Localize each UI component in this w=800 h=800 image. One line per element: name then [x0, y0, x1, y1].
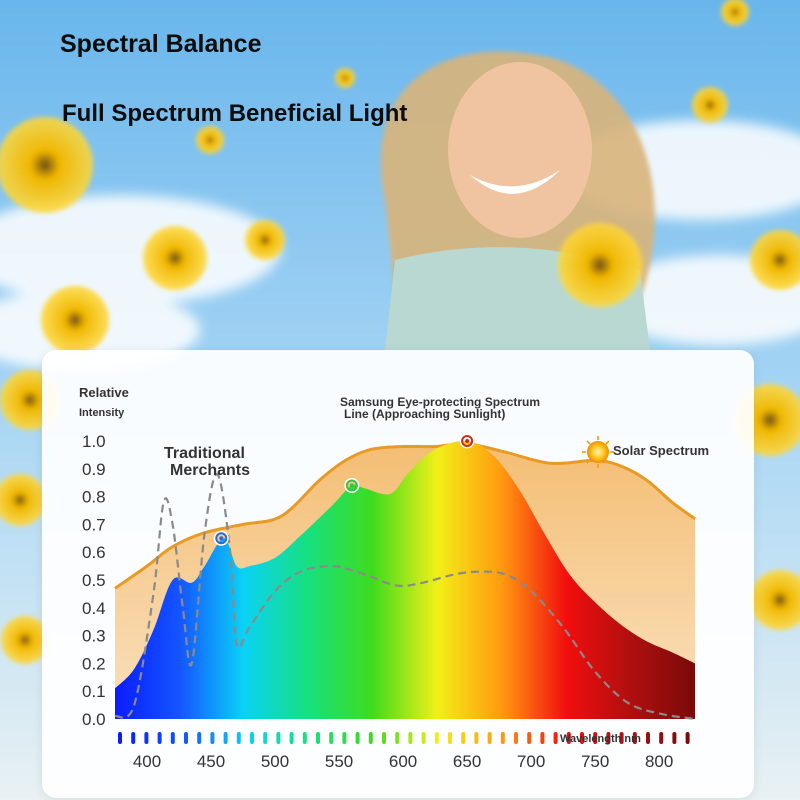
- x-tick-label: 450: [197, 752, 225, 771]
- wavelength-dot: [276, 732, 281, 744]
- y-tick-label: 1.0: [82, 432, 106, 451]
- wavelength-dot: [685, 732, 690, 744]
- x-tick-label: 700: [517, 752, 545, 771]
- peak-marker: [213, 530, 229, 546]
- wavelength-dot: [210, 732, 215, 744]
- y-axis-label-line1: Relative: [79, 385, 129, 400]
- wavelength-dot: [118, 732, 122, 744]
- y-tick-label: 0.3: [82, 627, 106, 646]
- x-tick-label: 500: [261, 752, 289, 771]
- peak-marker: [459, 433, 475, 449]
- wavelength-dot: [659, 732, 664, 744]
- wavelength-dot: [434, 732, 439, 744]
- samsung-annotation-line1: Samsung Eye-protecting Spectrum: [340, 395, 540, 409]
- x-tick-label: 400: [133, 752, 161, 771]
- wavelength-dot: [421, 732, 426, 744]
- wavelength-color-dots: [118, 732, 690, 744]
- wavelength-dot: [250, 732, 254, 744]
- traditional-annotation-line2: Merchants: [170, 462, 250, 479]
- x-tick-label: 550: [325, 752, 353, 771]
- y-axis-label: Relative Intensity: [79, 385, 129, 419]
- wavelength-dot: [646, 732, 650, 744]
- wavelength-dot: [527, 732, 532, 744]
- wavelength-dot: [263, 732, 268, 744]
- wavelength-dot: [329, 732, 334, 744]
- wavelength-dot: [461, 732, 466, 744]
- y-tick-label: 0.6: [82, 543, 106, 562]
- x-tick-label: 750: [581, 752, 609, 771]
- y-tick-label: 0.5: [82, 571, 106, 590]
- page-title: Spectral Balance: [60, 30, 262, 58]
- samsung-spectrum-area: [115, 440, 695, 719]
- wavelength-dot: [131, 732, 136, 744]
- page-subtitle: Full Spectrum Beneficial Light: [62, 100, 408, 127]
- wavelength-dot: [157, 732, 162, 744]
- y-tick-label: 0.0: [82, 710, 106, 729]
- wavelength-dot: [632, 732, 637, 744]
- wavelength-dot: [302, 732, 307, 744]
- traditional-annotation-line1: Traditional: [164, 445, 245, 462]
- wavelength-dot: [144, 732, 149, 744]
- x-tick-label: 600: [389, 752, 417, 771]
- wavelength-dot: [448, 732, 452, 744]
- wavelength-dot: [487, 732, 492, 744]
- wavelength-dot: [184, 732, 188, 744]
- wavelength-dot: [500, 732, 505, 744]
- wavelength-dot: [382, 732, 386, 744]
- x-axis-ticks: 400 450 500 550 600 650 700 750 800: [133, 752, 674, 771]
- wavelength-dot: [170, 732, 175, 744]
- wavelength-dot: [553, 732, 558, 744]
- wavelength-dot: [368, 732, 373, 744]
- wavelength-dot: [289, 732, 294, 744]
- traditional-merchants-line: [114, 473, 696, 721]
- wavelength-dot: [540, 732, 545, 744]
- x-tick-label: 800: [645, 752, 673, 771]
- sun-icon: [582, 436, 614, 468]
- y-tick-label: 0.8: [82, 488, 106, 507]
- y-tick-label: 0.7: [82, 515, 106, 534]
- wavelength-dot: [197, 732, 202, 744]
- wavelength-dot: [593, 732, 598, 744]
- y-axis-ticks: 0.0 0.1 0.2 0.3 0.4 0.5 0.6 0.7 0.8 0.9 1.0: [82, 432, 106, 729]
- wavelength-dot: [316, 732, 320, 744]
- wavelength-dot: [514, 732, 518, 744]
- wavelength-dot: [672, 732, 677, 744]
- samsung-annotation-line2: Line (Approaching Sunlight): [344, 407, 505, 421]
- y-axis-label-line2: Intensity: [79, 407, 125, 419]
- solar-spectrum-label: Solar Spectrum: [613, 443, 709, 458]
- wavelength-dot: [566, 732, 571, 744]
- x-axis-label: Wavelength nm: [560, 733, 641, 745]
- peak-marker: [344, 477, 360, 493]
- wavelength-dot: [223, 732, 228, 744]
- wavelength-dot: [408, 732, 413, 744]
- wavelength-dot: [619, 732, 624, 744]
- y-tick-label: 0.1: [82, 682, 106, 701]
- wavelength-dot: [342, 732, 347, 744]
- wavelength-dot: [606, 732, 611, 744]
- wavelength-dot: [474, 732, 479, 744]
- wavelength-dot: [395, 732, 400, 744]
- x-tick-label: 650: [453, 752, 481, 771]
- y-tick-label: 0.2: [82, 654, 106, 673]
- peak-markers: [213, 433, 475, 546]
- y-tick-label: 0.4: [82, 599, 106, 618]
- wavelength-dot: [236, 732, 241, 744]
- y-tick-label: 0.9: [82, 460, 106, 479]
- wavelength-dot: [355, 732, 360, 744]
- wavelength-dot: [580, 732, 584, 744]
- flower-decorations: [0, 0, 800, 664]
